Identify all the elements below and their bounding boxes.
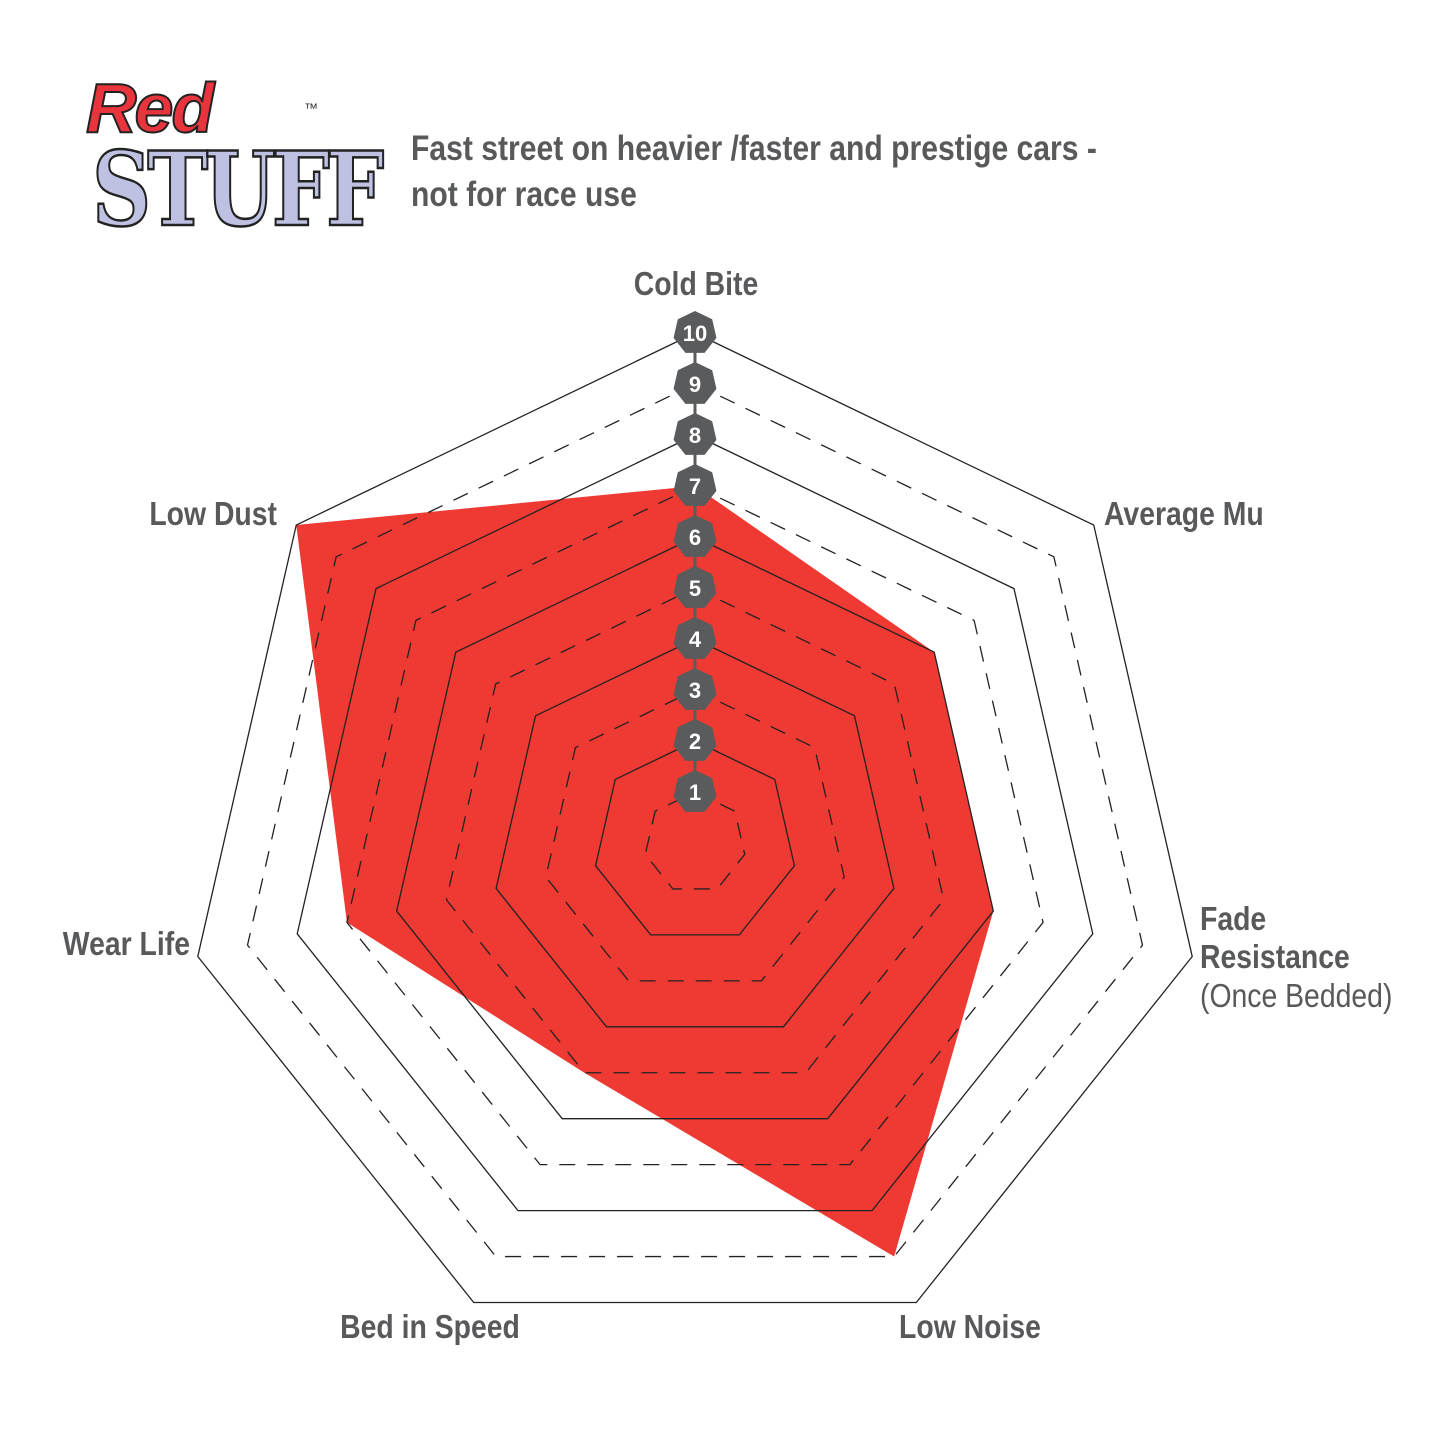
axis-label-average-mu: Average Mu [1104, 495, 1264, 533]
grid-ring-5 [445, 587, 945, 1074]
grid-ring-4 [495, 638, 895, 1028]
axis-label-bed-in-speed: Bed in Speed [340, 1308, 520, 1346]
scale-marker-7 [673, 464, 717, 506]
scale-label-10: 10 [683, 321, 707, 346]
scale-marker-10 [673, 311, 717, 353]
grid-ring-8 [296, 434, 1094, 1212]
scale-label-6: 6 [689, 525, 701, 550]
axis-sublabel: (Once Bedded) [1200, 977, 1392, 1015]
axis-label-cold-bite: Cold Bite [634, 265, 759, 303]
grid-ring-10 [197, 332, 1193, 1304]
grid-ring-1 [644, 791, 746, 890]
grid-ring-7 [346, 485, 1044, 1166]
scale-label-9: 9 [689, 372, 701, 397]
axis-label-low-noise: Low Noise [899, 1308, 1041, 1346]
trademark: ™ [304, 100, 318, 116]
page-title: Fast street on heavier /faster and prest… [411, 126, 1097, 218]
axis-label-wear-life: Wear Life [63, 925, 190, 963]
title-line-1: Fast street on heavier /faster and prest… [411, 129, 1097, 168]
scale-marker-8 [673, 413, 717, 455]
scale-label-2: 2 [689, 729, 701, 754]
scale-marker-1 [673, 770, 717, 812]
scale-label-3: 3 [689, 678, 701, 703]
axis-label-low-dust: Low Dust [149, 495, 277, 533]
red-stuff-logo: Red STUFF ™ [80, 68, 385, 251]
logo-stuff: STUFF [91, 129, 385, 252]
grid-ring-6 [395, 536, 995, 1120]
scale-label-8: 8 [689, 423, 701, 448]
scale-label-1: 1 [689, 780, 701, 805]
scale-marker-2 [673, 719, 717, 761]
data-area [296, 486, 994, 1257]
scale-marker-9 [673, 362, 717, 404]
grid-ring-3 [545, 689, 845, 982]
title-line-2: not for race use [411, 175, 637, 214]
scale-label-5: 5 [689, 576, 701, 601]
scale-marker-5 [673, 566, 717, 608]
logo-red: Red [85, 68, 215, 148]
scale-label-4: 4 [689, 627, 702, 652]
scale-marker-4 [673, 617, 717, 659]
scale-marker-3 [673, 668, 717, 710]
grid-ring-2 [594, 740, 796, 936]
axis-label-fade-resistance: Fade Resistance (Once Bedded) [1200, 900, 1392, 1015]
scale-marker-6 [673, 515, 717, 557]
scale-label-7: 7 [689, 474, 701, 499]
